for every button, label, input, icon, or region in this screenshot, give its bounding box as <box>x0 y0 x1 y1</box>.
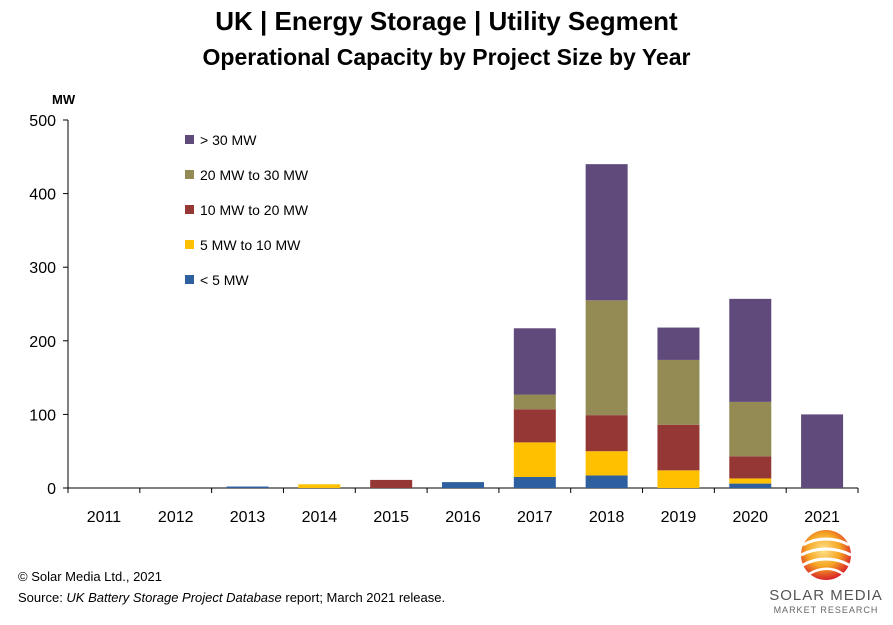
x-tick-label: 2013 <box>230 509 266 526</box>
copyright-text: © Solar Media Ltd., 2021 <box>18 569 162 584</box>
bar-segment <box>513 442 556 477</box>
bar-segment <box>657 359 700 425</box>
x-tick-label: 2019 <box>661 509 697 526</box>
bar-segment <box>585 164 628 301</box>
bar-segment <box>585 300 628 416</box>
bar-segment <box>442 482 484 488</box>
bar-segment <box>513 476 556 488</box>
bar-segment <box>729 401 772 457</box>
x-tick-label: 2011 <box>87 509 122 526</box>
legend-swatch <box>185 170 194 179</box>
y-tick-label: 400 <box>29 187 56 204</box>
bar-segment <box>513 409 556 443</box>
y-tick-label: 200 <box>29 334 56 351</box>
x-tick-label: 2014 <box>302 509 338 526</box>
solar-media-logo: SOLAR MEDIA MARKET RESEARCH <box>766 527 886 619</box>
bar-segment <box>298 484 341 488</box>
legend-label: 10 MW to 20 MW <box>200 202 309 218</box>
bar-segment <box>801 414 844 488</box>
chart-title: UK | Energy Storage | Utility Segment <box>215 6 678 36</box>
source-text: Source: UK Battery Storage Project Datab… <box>18 590 445 605</box>
legend-label: > 30 MW <box>200 132 257 148</box>
x-tick-label: 2012 <box>158 509 194 526</box>
x-tick-label: 2018 <box>589 509 625 526</box>
y-tick-label: 0 <box>47 481 56 498</box>
bar-segment <box>729 478 772 484</box>
x-tick-label: 2021 <box>804 509 840 526</box>
bar-segment <box>657 424 700 471</box>
legend-label: < 5 MW <box>200 272 249 288</box>
x-tick-label: 2015 <box>373 509 409 526</box>
legend-label: 20 MW to 30 MW <box>200 167 309 183</box>
y-axis-label: MW <box>52 92 76 107</box>
x-tick-label: 2016 <box>445 509 481 526</box>
legend-swatch <box>185 275 194 284</box>
source-prefix: Source: <box>18 590 67 605</box>
bar-segment <box>657 470 700 488</box>
bar-segment <box>729 483 772 488</box>
y-tick-label: 100 <box>29 407 56 424</box>
bar-segment <box>585 475 628 488</box>
legend-swatch <box>185 240 194 249</box>
sun-logo-icon <box>800 530 852 580</box>
bar-segment <box>513 394 556 410</box>
bar-segment <box>370 479 413 488</box>
bar-segment <box>585 415 628 452</box>
y-tick-label: 500 <box>29 113 56 130</box>
logo-tagline-text: MARKET RESEARCH <box>773 605 879 615</box>
bar-chart: 0 100 200 300 400 500 MW 2011 2012 2013 2014 2015 20… <box>29 92 859 526</box>
x-tick-label: 2017 <box>517 509 553 526</box>
legend-swatch <box>185 135 194 144</box>
source-title: UK Battery Storage Project Database <box>66 590 282 605</box>
bar-segment <box>226 486 269 488</box>
bar-segment <box>657 327 700 360</box>
bar-segment <box>513 328 556 395</box>
logo-brand-text: SOLAR MEDIA <box>769 587 883 604</box>
chart-subtitle: Operational Capacity by Project Size by … <box>202 44 691 70</box>
legend-swatch <box>185 205 194 214</box>
y-tick-label: 300 <box>29 260 56 277</box>
legend-label: 5 MW to 10 MW <box>200 237 301 253</box>
bar-segment <box>729 298 772 402</box>
bar-segment <box>585 451 628 476</box>
source-suffix: report; March 2021 release. <box>281 590 446 605</box>
x-tick-label: 2020 <box>732 509 768 526</box>
bar-segment <box>729 456 772 479</box>
